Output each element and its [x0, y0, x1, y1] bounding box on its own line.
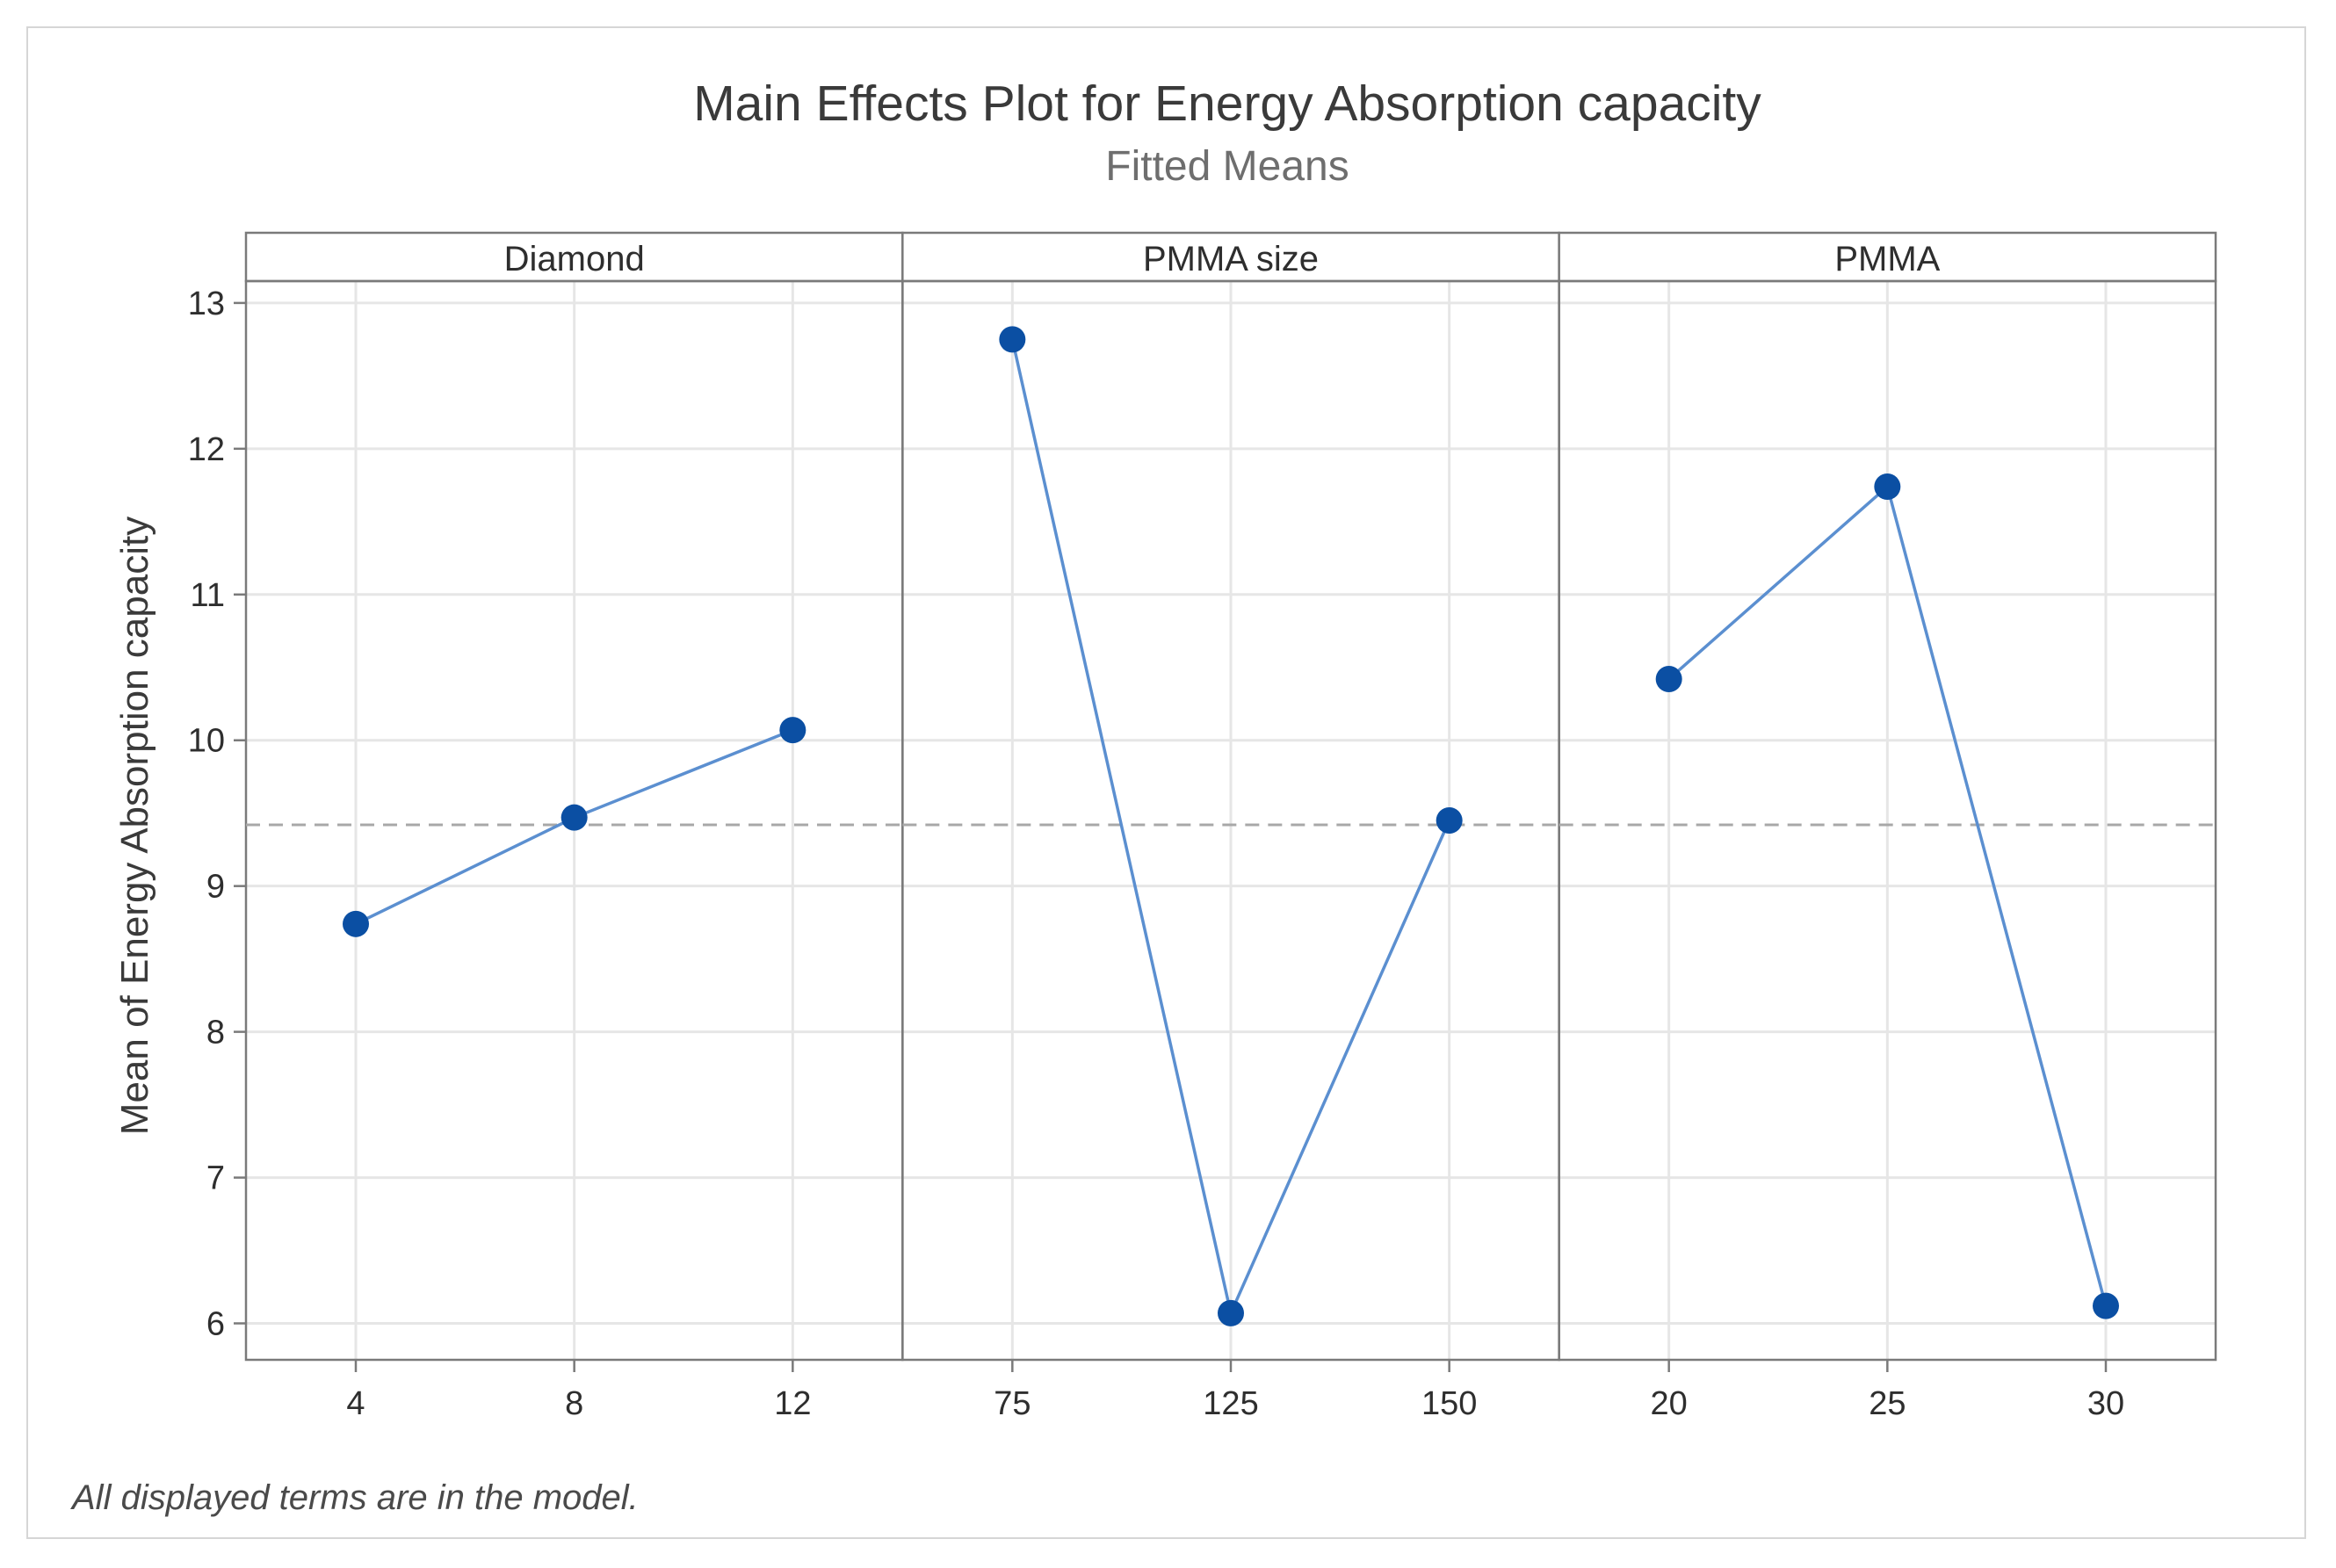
- y-tick-label: 7: [206, 1160, 225, 1197]
- x-tick-label: 150: [1421, 1385, 1477, 1422]
- x-tick-label: 4: [346, 1385, 365, 1422]
- data-point: [1874, 473, 1901, 500]
- y-tick-label: 10: [188, 723, 225, 760]
- panel-label-diamond: Diamond: [504, 240, 645, 278]
- y-axis-label: Mean of Energy Absorption capacity: [113, 517, 156, 1135]
- data-point: [999, 326, 1026, 353]
- panel-header: [901, 231, 1560, 283]
- data-point: [343, 910, 369, 937]
- data-point: [1655, 666, 1682, 693]
- x-tick-label: 12: [774, 1385, 811, 1422]
- y-tick-label: 13: [188, 285, 225, 322]
- data-point: [1436, 807, 1463, 834]
- panel-header: [244, 231, 904, 283]
- y-tick-label: 8: [206, 1015, 225, 1051]
- data-point: [1218, 1299, 1244, 1326]
- chart-subtitle: Fitted Means: [1105, 143, 1349, 190]
- y-tick-label: 11: [191, 577, 225, 614]
- x-tick-label: 25: [1869, 1385, 1906, 1422]
- data-point: [560, 804, 588, 831]
- panel-label-pmma-size: PMMA size: [1143, 240, 1319, 278]
- x-tick-label: 30: [2087, 1385, 2124, 1422]
- x-tick-label: 75: [994, 1385, 1031, 1422]
- footnote: All displayed terms are in the model.: [70, 1478, 639, 1517]
- y-tick-label: 9: [206, 869, 225, 906]
- data-point: [2093, 1292, 2119, 1319]
- panel-label-pmma: PMMA: [1834, 240, 1940, 278]
- data-point: [779, 717, 806, 744]
- y-tick-label: 12: [188, 431, 225, 468]
- x-tick-label: 8: [565, 1385, 583, 1422]
- panel-header: [1558, 231, 2217, 283]
- chart-title: Main Effects Plot for Energy Absorption …: [693, 76, 1761, 132]
- x-tick-label: 20: [1651, 1385, 1688, 1422]
- y-tick-label: 6: [206, 1306, 225, 1343]
- x-tick-label: 125: [1203, 1385, 1258, 1422]
